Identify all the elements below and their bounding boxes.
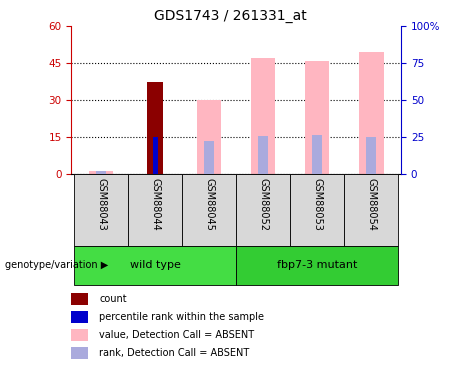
FancyBboxPatch shape <box>236 174 290 246</box>
Bar <box>204 141 214 174</box>
FancyBboxPatch shape <box>74 174 128 246</box>
Text: GSM88053: GSM88053 <box>312 178 322 231</box>
Bar <box>197 100 221 174</box>
Text: GSM88043: GSM88043 <box>96 178 106 231</box>
Text: genotype/variation ▶: genotype/variation ▶ <box>5 260 108 270</box>
Bar <box>251 58 275 174</box>
FancyBboxPatch shape <box>290 174 344 246</box>
Text: GSM88054: GSM88054 <box>366 178 376 231</box>
Text: value, Detection Call = ABSENT: value, Detection Call = ABSENT <box>99 330 254 340</box>
FancyBboxPatch shape <box>182 174 236 246</box>
FancyBboxPatch shape <box>236 246 398 285</box>
Text: fbp7-3 mutant: fbp7-3 mutant <box>277 260 357 270</box>
Bar <box>359 52 384 174</box>
Bar <box>313 135 322 174</box>
Bar <box>153 137 158 174</box>
FancyBboxPatch shape <box>128 174 182 246</box>
Bar <box>305 61 330 174</box>
Bar <box>147 82 163 174</box>
Bar <box>366 137 376 174</box>
Text: GDS1743 / 261331_at: GDS1743 / 261331_at <box>154 9 307 23</box>
Bar <box>89 171 113 174</box>
Text: GSM88044: GSM88044 <box>150 178 160 231</box>
Text: percentile rank within the sample: percentile rank within the sample <box>99 312 264 322</box>
Text: GSM88045: GSM88045 <box>204 178 214 231</box>
Text: GSM88052: GSM88052 <box>258 178 268 231</box>
Bar <box>259 136 268 174</box>
Bar <box>96 171 106 174</box>
FancyBboxPatch shape <box>344 174 398 246</box>
Text: count: count <box>99 294 127 304</box>
FancyBboxPatch shape <box>74 246 236 285</box>
Text: wild type: wild type <box>130 260 181 270</box>
Text: rank, Detection Call = ABSENT: rank, Detection Call = ABSENT <box>99 348 249 358</box>
